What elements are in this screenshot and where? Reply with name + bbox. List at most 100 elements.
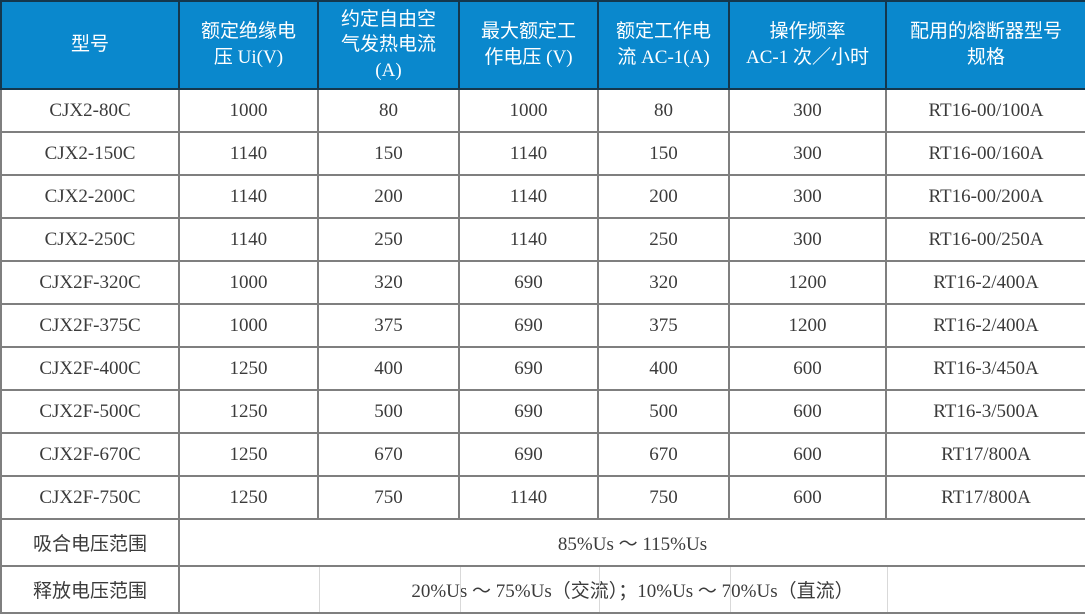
release-voltage-label: 释放电压范围 — [0, 565, 180, 614]
table-row: CJX2-150C 1140 150 1140 150 300 RT16-00/160A — [0, 131, 1085, 176]
column-header-fuse-model: 配用的熔断器型号 规格 — [885, 0, 1085, 90]
table-row: CJX2F-400C 1250 400 690 400 600 RT16-3/450A — [0, 346, 1085, 391]
model-cell: CJX2-250C — [0, 217, 180, 262]
header-row: 型号 额定绝缘电 压 Ui(V) 约定自由空 气发热电流 (A) 最大额定工 作… — [0, 0, 1085, 90]
table-header: 型号 额定绝缘电 压 Ui(V) 约定自由空 气发热电流 (A) 最大额定工 作… — [0, 0, 1085, 90]
table-row: CJX2-80C 1000 80 1000 80 300 RT16-00/100A — [0, 88, 1085, 133]
model-cell: CJX2-80C — [0, 88, 180, 133]
table-cell: 320 — [597, 260, 730, 305]
table-cell: 1200 — [728, 260, 887, 305]
table-cell: 200 — [317, 174, 460, 219]
table-cell: 1250 — [178, 389, 319, 434]
footer-value-text: 85%Us ～ 115%Us — [557, 534, 708, 555]
table-cell: 375 — [597, 303, 730, 348]
table-cell: 400 — [597, 346, 730, 391]
table-row: CJX2-200C 1140 200 1140 200 300 RT16-00/200A — [0, 174, 1085, 219]
table-row: CJX2F-750C 1250 750 1140 750 600 RT17/800A — [0, 475, 1085, 520]
release-voltage-value: 20%Us ～ 75%Us（交流）；10%Us ～ 70%Us（直流） — [178, 565, 1085, 614]
release-voltage-row: 释放电压范围 20%Us ～ 75%Us（交流）；10%Us ～ 70%Us（直… — [0, 565, 1085, 614]
table-cell: 690 — [458, 432, 599, 477]
table-cell: 80 — [317, 88, 460, 133]
table-cell: 670 — [597, 432, 730, 477]
column-header-max-working-voltage: 最大额定工 作电压 (V) — [458, 0, 599, 90]
column-header-rated-current: 额定工作电 流 AC-1(A) — [597, 0, 730, 90]
table-cell: 690 — [458, 346, 599, 391]
table-cell: 1250 — [178, 346, 319, 391]
table-cell: RT16-00/100A — [885, 88, 1085, 133]
table-cell: 1140 — [178, 174, 319, 219]
table-cell: RT16-2/400A — [885, 303, 1085, 348]
table-cell: 600 — [728, 432, 887, 477]
table-cell: 600 — [728, 475, 887, 520]
table-cell: 500 — [597, 389, 730, 434]
table-cell: 250 — [317, 217, 460, 262]
table-cell: 1000 — [178, 88, 319, 133]
faint-gridline — [887, 568, 888, 611]
table-cell: 1000 — [178, 303, 319, 348]
table-row: CJX2-250C 1140 250 1140 250 300 RT16-00/250A — [0, 217, 1085, 262]
table-cell: 670 — [317, 432, 460, 477]
table-cell: 1250 — [178, 475, 319, 520]
table-row: CJX2F-670C 1250 670 690 670 600 RT17/800A — [0, 432, 1085, 477]
model-cell: CJX2F-750C — [0, 475, 180, 520]
table-cell: 1000 — [178, 260, 319, 305]
table-cell: 600 — [728, 346, 887, 391]
faint-gridline — [319, 568, 320, 611]
model-cell: CJX2F-320C — [0, 260, 180, 305]
footer-label-text: 吸合电压范围 — [32, 534, 147, 555]
table-cell: 1200 — [728, 303, 887, 348]
table-cell: RT16-3/500A — [885, 389, 1085, 434]
pickup-voltage-row: 吸合电压范围 85%Us ～ 115%Us — [0, 518, 1085, 567]
pickup-voltage-value: 85%Us ～ 115%Us — [178, 518, 1085, 567]
column-header-operating-frequency: 操作频率 AC-1 次／小时 — [728, 0, 887, 90]
column-header-model: 型号 — [0, 0, 180, 90]
table-cell: RT16-2/400A — [885, 260, 1085, 305]
table-cell: 690 — [458, 260, 599, 305]
table-row: CJX2F-320C 1000 320 690 320 1200 RT16-2/400A — [0, 260, 1085, 305]
table-cell: 1140 — [458, 475, 599, 520]
table-row: CJX2F-500C 1250 500 690 500 600 RT16-3/500A — [0, 389, 1085, 434]
table-footer: 吸合电压范围 85%Us ～ 115%Us 释放电压范围 20%Us ～ 75%… — [0, 518, 1085, 614]
model-cell: CJX2F-400C — [0, 346, 180, 391]
table-cell: 375 — [317, 303, 460, 348]
table-cell: 300 — [728, 88, 887, 133]
model-cell: CJX2F-670C — [0, 432, 180, 477]
table-cell: 150 — [597, 131, 730, 176]
table-cell: 1140 — [178, 217, 319, 262]
table-cell: RT17/800A — [885, 432, 1085, 477]
table-cell: 750 — [597, 475, 730, 520]
pickup-voltage-label: 吸合电压范围 — [0, 518, 180, 567]
table-cell: RT16-3/450A — [885, 346, 1085, 391]
table-cell: 1250 — [178, 432, 319, 477]
table-cell: 200 — [597, 174, 730, 219]
footer-value-text: 20%Us ～ 75%Us（交流）；10%Us ～ 70%Us（直流） — [411, 581, 854, 602]
table-cell: 150 — [317, 131, 460, 176]
table-cell: 80 — [597, 88, 730, 133]
column-header-thermal-current: 约定自由空 气发热电流 (A) — [317, 0, 460, 90]
table-cell: 1140 — [178, 131, 319, 176]
table-cell: 750 — [317, 475, 460, 520]
table-cell: 300 — [728, 174, 887, 219]
model-cell: CJX2F-500C — [0, 389, 180, 434]
column-header-insulation-voltage: 额定绝缘电 压 Ui(V) — [178, 0, 319, 90]
table-cell: 300 — [728, 217, 887, 262]
table-cell: 690 — [458, 303, 599, 348]
footer-label-text: 释放电压范围 — [32, 581, 147, 602]
table-cell: 690 — [458, 389, 599, 434]
table-cell: 1140 — [458, 217, 599, 262]
table-cell: 250 — [597, 217, 730, 262]
table-cell: RT16-00/160A — [885, 131, 1085, 176]
table-cell: 400 — [317, 346, 460, 391]
table-cell: 1000 — [458, 88, 599, 133]
table-cell: 300 — [728, 131, 887, 176]
table-cell: 600 — [728, 389, 887, 434]
table-row: CJX2F-375C 1000 375 690 375 1200 RT16-2/400A — [0, 303, 1085, 348]
table-cell: RT16-00/200A — [885, 174, 1085, 219]
table-body: CJX2-80C 1000 80 1000 80 300 RT16-00/100A CJX2-… — [0, 88, 1085, 520]
table-cell: 500 — [317, 389, 460, 434]
table-cell: 1140 — [458, 131, 599, 176]
table-cell: RT17/800A — [885, 475, 1085, 520]
model-cell: CJX2F-375C — [0, 303, 180, 348]
model-cell: CJX2-200C — [0, 174, 180, 219]
